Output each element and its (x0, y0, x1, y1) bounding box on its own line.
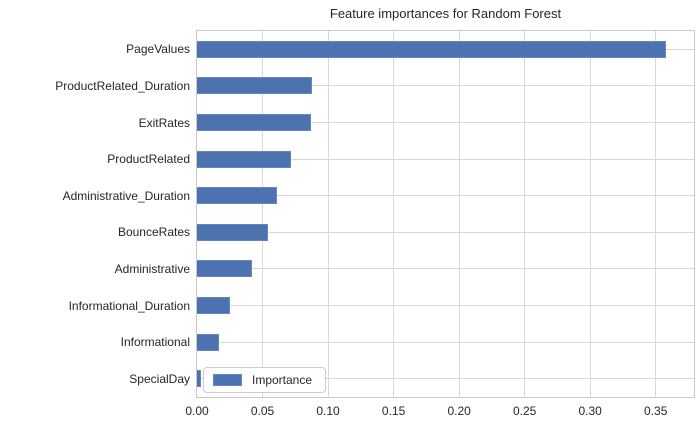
y-tick-label: ProductRelated (107, 152, 190, 167)
x-gridline (393, 31, 395, 397)
y-gridline (197, 158, 694, 160)
y-gridline (197, 195, 694, 197)
bar-pagevalues (197, 40, 667, 58)
y-gridline (197, 305, 694, 306)
x-tick-label: 0.30 (578, 404, 602, 418)
x-tick-label: 0.20 (447, 404, 471, 418)
y-gridline (197, 341, 694, 343)
y-tick-label: Informational_Duration (68, 298, 190, 313)
bar-administrative (197, 260, 253, 278)
x-gridline (327, 31, 329, 397)
y-tick-label: Informational (120, 335, 190, 350)
x-tick-label: 0.05 (250, 404, 275, 418)
x-tick-label: 0.00 (185, 404, 209, 418)
x-tick-label: 0.15 (381, 404, 406, 418)
plot-area: Importance (196, 30, 695, 398)
bar-informational (197, 333, 220, 351)
y-tick-label: PageValues (126, 42, 190, 57)
legend-label: Importance (252, 373, 313, 387)
bar-productrelated_duration (197, 77, 313, 95)
bar-specialday (197, 370, 201, 388)
y-tick-label: ProductRelated_Duration (55, 78, 190, 93)
y-gridline (197, 378, 694, 380)
x-gridline (524, 31, 526, 397)
y-gridline (197, 231, 694, 233)
bar-informational_duration (197, 297, 230, 314)
y-tick-label: BounceRates (117, 225, 190, 240)
y-gridline (197, 122, 694, 123)
x-tick-label: 0.10 (316, 404, 340, 418)
bar-administrative_duration (197, 187, 277, 205)
y-tick-label: Administrative_Duration (62, 188, 190, 203)
y-tick-label: Administrative (114, 261, 190, 276)
legend-swatch-icon (213, 374, 242, 386)
y-gridline (197, 85, 694, 87)
chart-title: Feature importances for Random Forest (329, 6, 562, 21)
x-tick-label: 0.25 (512, 404, 537, 418)
x-tick-label: 0.35 (644, 404, 668, 418)
y-gridline (197, 268, 694, 270)
legend: Importance (203, 367, 327, 393)
x-gridline (262, 31, 264, 397)
x-gridline (458, 31, 460, 397)
bar-exitrates (197, 114, 312, 131)
y-tick-label: ExitRates (138, 115, 190, 130)
y-tick-label: SpecialDay (129, 371, 190, 386)
bar-bouncerates (197, 223, 268, 241)
x-gridline (655, 31, 657, 397)
bar-productrelated (197, 150, 292, 168)
x-gridline (589, 31, 591, 397)
